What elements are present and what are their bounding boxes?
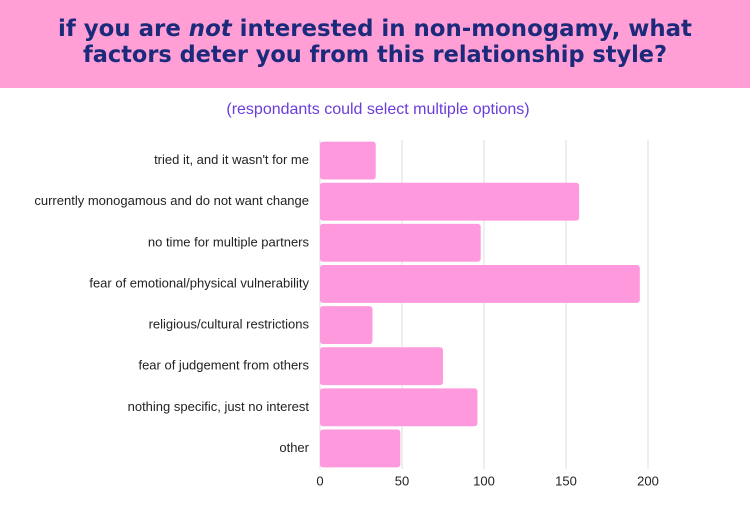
- bar: [320, 182, 580, 221]
- x-tick-label: 100: [473, 473, 495, 488]
- bar: [320, 141, 376, 180]
- y-tick-label: currently monogamous and do not want cha…: [34, 193, 309, 208]
- bar: [320, 306, 373, 344]
- title-segment: if you are: [58, 16, 189, 42]
- chart-subtitle: (respondants could select multiple optio…: [226, 101, 529, 118]
- y-tick-label: nothing specific, just no interest: [128, 399, 310, 414]
- y-tick-label: tried it, and it wasn't for me: [154, 152, 309, 167]
- x-tick-label: 150: [555, 473, 577, 488]
- y-tick-label: no time for multiple partners: [148, 234, 310, 249]
- title-segment: factors deter you from this relationship…: [83, 42, 667, 68]
- x-tick-label: 0: [316, 473, 323, 488]
- y-tick-label: fear of emotional/physical vulnerability: [89, 275, 309, 290]
- bar: [320, 223, 481, 262]
- bar: [320, 347, 443, 386]
- bar: [320, 388, 478, 427]
- x-tick-label: 200: [637, 473, 659, 488]
- title-segment: interested in non-monogamy, what: [232, 16, 692, 42]
- chart-title: if you are not interested in non-monogam…: [58, 16, 692, 68]
- x-tick-label: 50: [395, 473, 409, 488]
- header-band: [0, 0, 750, 88]
- title-segment: not: [189, 16, 233, 42]
- bar: [320, 265, 640, 303]
- y-tick-label: other: [279, 440, 309, 455]
- y-tick-label: fear of judgement from others: [138, 358, 309, 373]
- bar: [320, 429, 401, 468]
- title-line: factors deter you from this relationship…: [83, 42, 667, 68]
- y-tick-label: religious/cultural restrictions: [149, 317, 310, 332]
- title-line: if you are not interested in non-monogam…: [58, 16, 692, 42]
